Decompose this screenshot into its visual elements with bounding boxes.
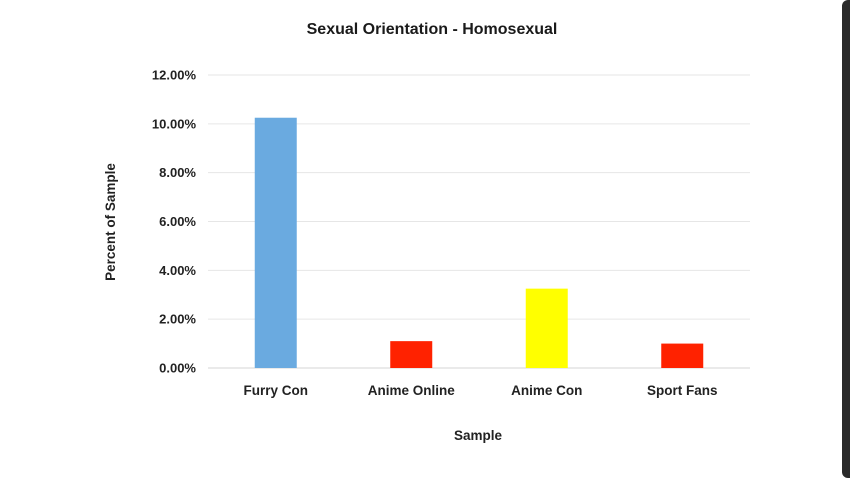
bar-anime-con bbox=[525, 288, 568, 368]
y-tick-label: 0.00% bbox=[159, 361, 196, 376]
bar-anime-online bbox=[390, 341, 433, 368]
x-tick-label: Furry Con bbox=[243, 383, 308, 398]
bars bbox=[254, 117, 704, 369]
gridlines bbox=[208, 74, 750, 369]
y-tick-label: 10.00% bbox=[152, 116, 197, 131]
bar-sport-fans bbox=[661, 343, 704, 368]
y-tick-label: 6.00% bbox=[159, 214, 196, 229]
x-tick-label: Anime Online bbox=[368, 383, 456, 398]
x-axis-label: Sample bbox=[454, 428, 503, 443]
x-tick-label: Anime Con bbox=[511, 383, 582, 398]
x-tick-labels: Furry Con Anime Online Anime Con Sport Fans bbox=[243, 383, 717, 398]
chart-title: Sexual Orientation - Homosexual bbox=[307, 21, 558, 38]
window-edge bbox=[842, 0, 850, 478]
x-tick-label: Sport Fans bbox=[647, 383, 718, 398]
bar-furry-con bbox=[254, 117, 297, 369]
y-tick-label: 8.00% bbox=[159, 165, 196, 180]
y-axis-label: Percent of Sample bbox=[103, 163, 118, 281]
y-tick-label: 2.00% bbox=[159, 312, 196, 327]
y-tick-label: 4.00% bbox=[159, 263, 196, 278]
y-tick-label: 12.00% bbox=[152, 68, 197, 83]
y-tick-labels: 0.00% 2.00% 4.00% 6.00% 8.00% 10.00% 12.00% bbox=[152, 68, 197, 376]
